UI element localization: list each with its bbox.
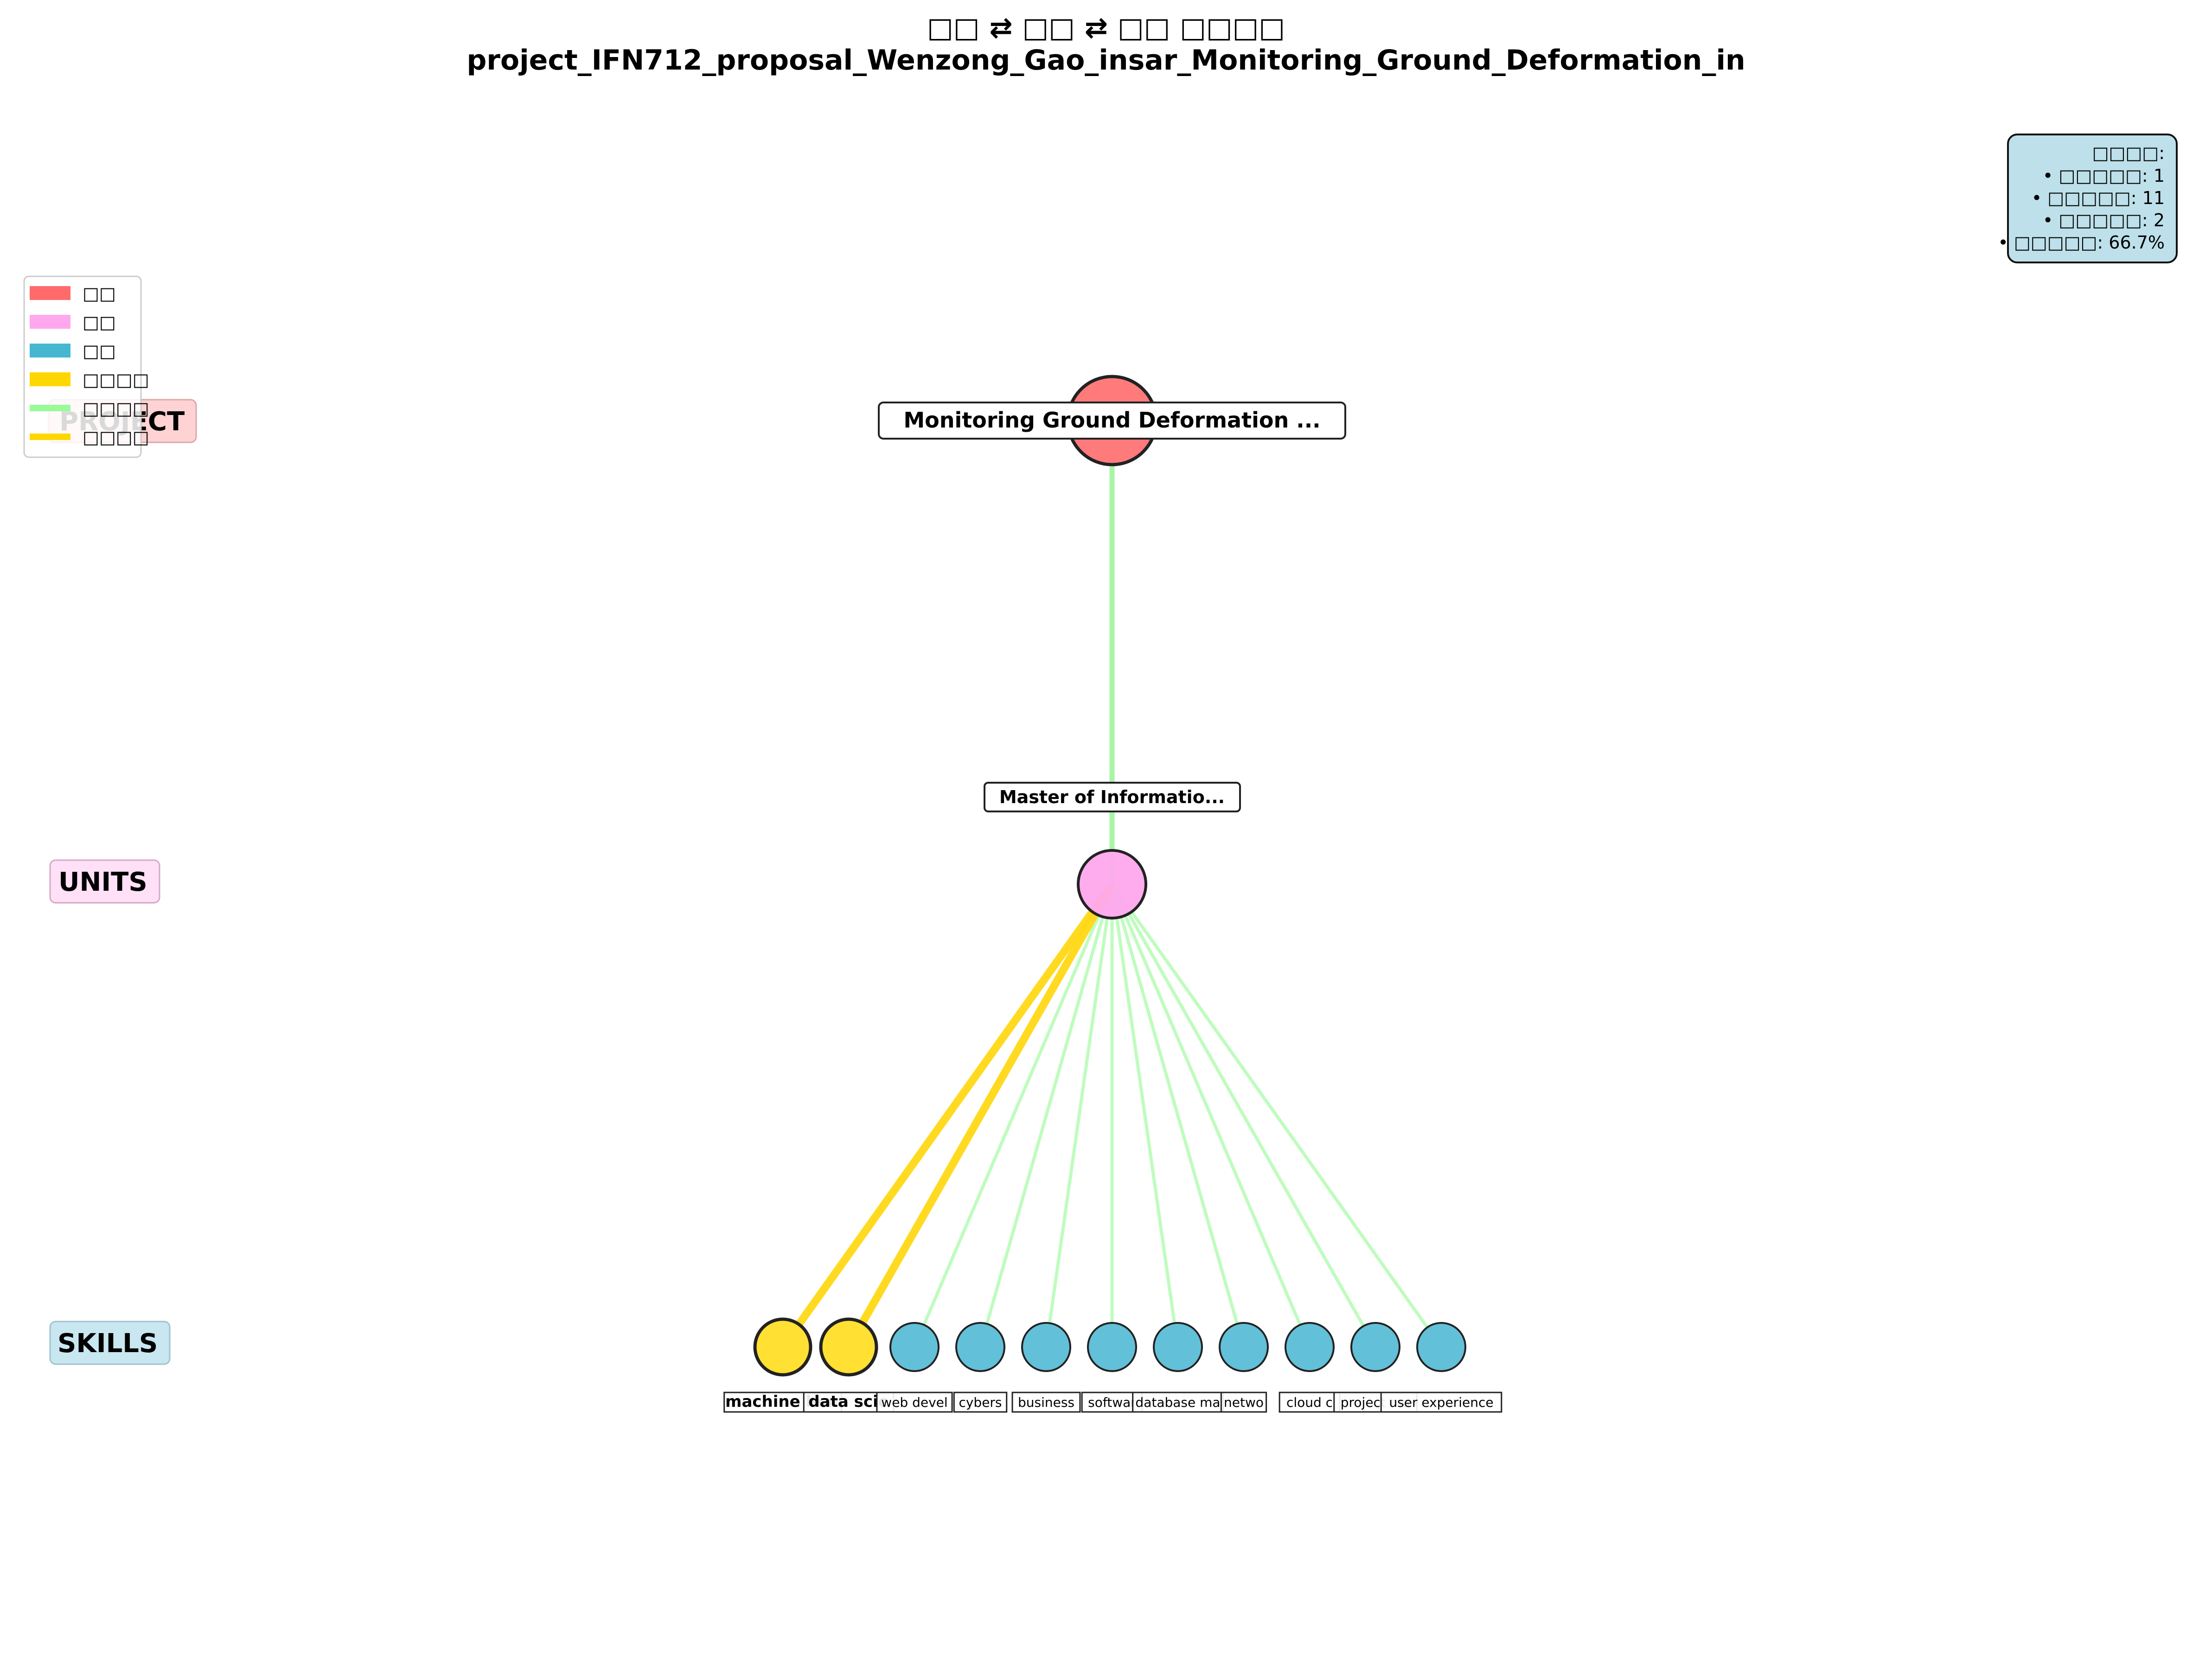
skill-label-8: cloud c [1286,1395,1333,1410]
skill-node-circle-1 [819,1317,878,1377]
layer-label-units: UNITS [49,859,160,904]
project-node-label-box [878,402,1346,440]
stats-line-2: • □□□□□: 2 [2043,210,2165,230]
title-line-1: □□ ⇄ □□ ⇄ □□ □□□□ [927,12,1285,44]
skill-label-6: database ma [1135,1395,1220,1410]
skill-node-circle-10 [1416,1322,1466,1372]
skill-node-circle-5 [1087,1322,1137,1372]
skill-label-5: softwar [1088,1395,1136,1410]
skill-label-3: cybers [959,1395,1002,1410]
skill-node-circle-4 [1021,1322,1071,1372]
unit-node-circle [1077,849,1147,919]
legend-item-0: □□ [30,283,116,304]
title-line-2: project_IFN712_proposal_Wenzong_Gao_insa… [467,44,1745,77]
unit-node[interactable]: Master of Informatio... [984,782,1241,919]
unit-node-label-box [984,782,1241,812]
skill-node-2[interactable]: web devel [876,1322,953,1413]
skill-label-box-8 [1279,1392,1341,1413]
stats-line-3: • □□□□□: 66.7% [1998,232,2165,253]
stats-line-0: • □□□□□: 1 [2043,166,2165,186]
legend-swatch-patch-3 [30,372,70,386]
skill-label-1: data scie [808,1392,889,1411]
skill-node-3[interactable]: cybers [953,1322,1008,1413]
layer-label-skills-text: SKILLS [58,1328,158,1359]
legend-label-4: □□□□ [83,398,149,419]
skill-label-7: netwo [1224,1395,1264,1410]
legend-swatch-patch-0 [30,286,70,300]
legend-label-0: □□ [83,283,116,304]
legend-label-2: □□ [83,341,116,361]
skill-label-4: business [1018,1395,1074,1410]
edge-unit-skill-9 [1110,883,1377,1348]
skill-node-10[interactable]: user experience [1380,1322,1502,1413]
skill-node-1[interactable]: data scie [803,1317,895,1413]
layer-label-skills: SKILLS [49,1321,171,1365]
edge-unit-skill-1 [845,882,1116,1349]
skill-node-4[interactable]: business [1011,1322,1081,1413]
legend-item-2: □□ [30,341,116,361]
skill-label-box-6 [1132,1392,1224,1413]
legend-label-3: □□□□ [83,370,149,390]
edge-unit-skill-4 [1044,884,1114,1347]
legend-item-3: □□□□ [30,370,149,390]
layer-label-skills-box [49,1321,171,1365]
skill-node-circle-7 [1219,1322,1269,1372]
skill-node-circle-8 [1285,1322,1335,1372]
edge-unit-skill-3 [978,884,1114,1347]
project-node[interactable]: Monitoring Ground Deformation ... [878,375,1346,466]
edge-unit-skill-10 [1111,883,1443,1348]
edge-unit-skill-0 [780,882,1115,1349]
layer-label-units-text: UNITS [58,867,147,897]
layer-label-units-box [49,859,160,904]
legend-item-1: □□ [30,312,116,332]
skill-label-box-3 [953,1392,1008,1413]
skill-node-8[interactable]: cloud c [1279,1322,1341,1413]
legend-label-1: □□ [83,312,116,332]
skill-node-circle-3 [955,1322,1005,1372]
edge-unit-skill-2 [913,883,1114,1348]
legend-swatch-patch-2 [30,344,70,358]
edge-unit-skill-7 [1110,884,1246,1347]
skill-node-circle-2 [889,1322,940,1372]
skill-node-7[interactable]: netwo [1219,1322,1269,1413]
unit-node-label: Master of Informatio... [999,787,1225,807]
edge-unit-skill-8 [1110,883,1311,1348]
skill-label-box-10 [1380,1392,1502,1413]
edges-group [780,421,1443,1349]
skill-label-box-7 [1220,1392,1267,1413]
legend: □□□□□□□□□□□□□□□□□□ [23,275,149,458]
stats-title: □□□□: [2092,143,2165,163]
legend-item-5: □□□□ [30,427,149,447]
stats-box-frame [2007,134,2178,263]
skill-node-circle-6 [1153,1322,1203,1372]
stats-line-1: • □□□□□: 11 [2032,188,2165,208]
skill-label-2: web devel [881,1395,947,1410]
legend-item-4: □□□□ [30,398,149,419]
skill-label-box-2 [876,1392,953,1413]
project-node-label: Monitoring Ground Deformation ... [903,408,1320,433]
edge-unit-skill-6 [1110,884,1180,1347]
legend-swatch-patch-1 [30,315,70,329]
skill-node-circle-0 [753,1317,812,1377]
skill-label-box-4 [1011,1392,1081,1413]
skill-label-10: user experience [1389,1395,1493,1410]
skill-node-circle-9 [1350,1322,1400,1372]
legend-label-5: □□□□ [83,427,149,447]
stats-box: □□□□: • □□□□□: 1• □□□□□: 11• □□□□□: 2• □… [1998,134,2178,263]
skill-node-6[interactable]: database ma [1132,1322,1224,1413]
